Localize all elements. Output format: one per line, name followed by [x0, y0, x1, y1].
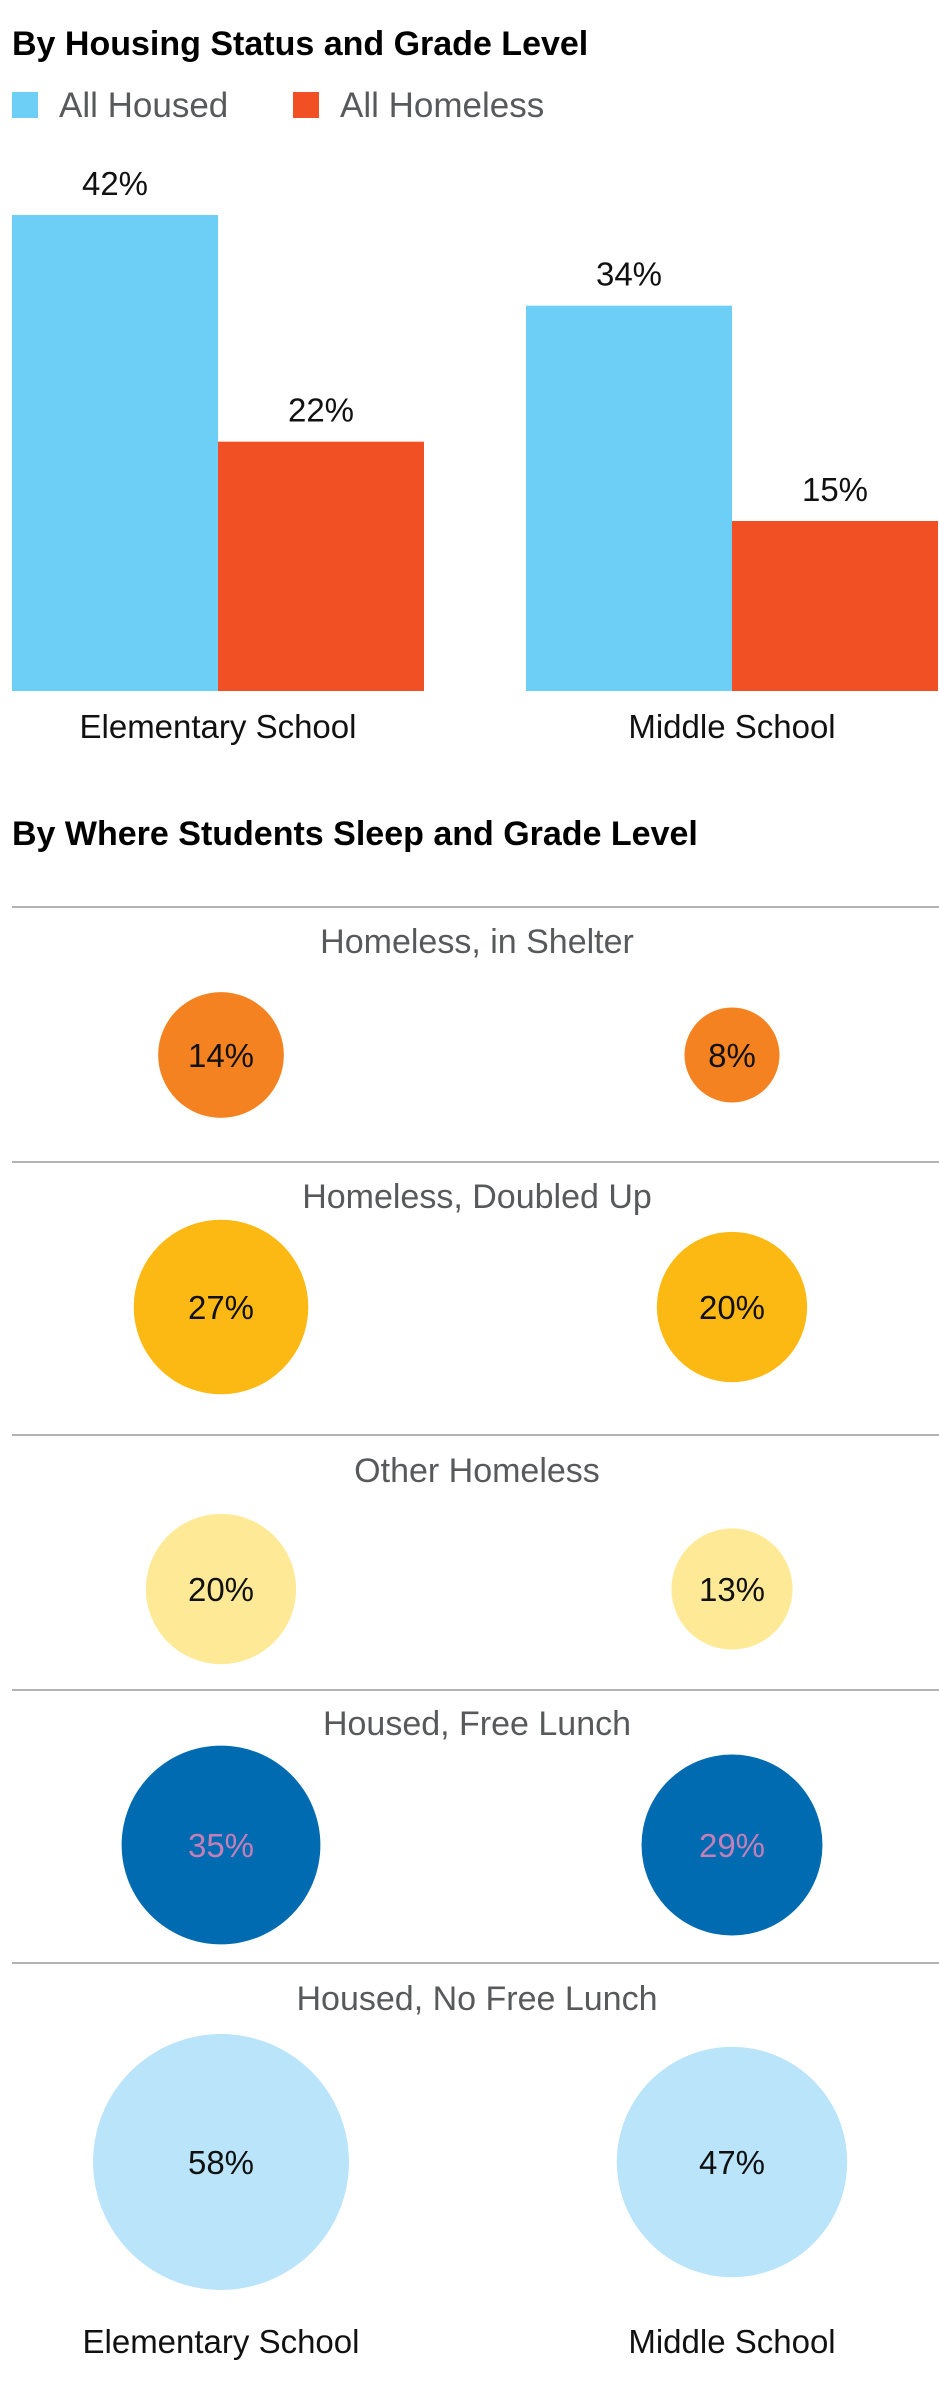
x-tick-label-elementary-school: Elementary School [80, 708, 357, 745]
bar-all-homeless-middle-school [732, 521, 938, 691]
bar-chart-title: By Housing Status and Grade Level [12, 25, 588, 63]
bubble-housed-no-free-lunch-middle-school [616, 2046, 848, 2278]
bubble-value-label: 29% [699, 1827, 765, 1864]
bubble-housed-free-lunch-elementary-school [121, 1745, 321, 1945]
bubble-housed-free-lunch-middle-school [641, 1754, 823, 1936]
bubble-other-homeless-elementary-school [145, 1513, 297, 1665]
bubble-homeless-doubled-up-middle-school [656, 1231, 808, 1383]
bubble-value-label: 14% [188, 1037, 254, 1074]
bar-all-housed-elementary-school [12, 215, 218, 691]
section-title-housed-no-free-lunch: Housed, No Free Lunch [297, 1980, 658, 2018]
bubble-homeless-in-shelter-elementary-school [158, 992, 284, 1118]
bubble-homeless-in-shelter-middle-school [684, 1007, 780, 1103]
bar-value-label: 34% [596, 256, 662, 293]
bubble-value-label: 8% [708, 1037, 756, 1074]
bar-value-label: 22% [288, 392, 354, 429]
legend-swatch-all-homeless [293, 92, 319, 118]
bubble-group: Homeless, in Shelter 14% 8% Homeless, Doubl… [12, 906, 939, 2360]
legend-swatch-all-housed [12, 92, 38, 118]
section-title-housed-free-lunch: Housed, Free Lunch [323, 1705, 631, 1743]
legend-label-all-homeless: All Homeless [340, 86, 544, 125]
legend-label-all-housed: All Housed [59, 86, 228, 125]
bubble-value-label: 27% [188, 1289, 254, 1326]
bubble-value-label: 20% [699, 1289, 765, 1326]
section-title-homeless-doubled-up: Homeless, Doubled Up [302, 1178, 652, 1216]
bar-value-label: 42% [82, 165, 148, 202]
section-title-other-homeless: Other Homeless [354, 1452, 600, 1490]
bubble-category-label-elementary-school: Elementary School [83, 2323, 360, 2360]
bubble-value-label: 20% [188, 1571, 254, 1608]
bubble-category-label-middle-school: Middle School [628, 2323, 835, 2360]
bubble-value-label: 35% [188, 1827, 254, 1864]
bar-group: 42% 22% Elementary School 34% 15% Middle Scho… [12, 165, 938, 745]
bubble-value-label: 13% [699, 1571, 765, 1608]
bar-value-label: 15% [802, 471, 868, 508]
legend: All Housed All Homeless [12, 86, 544, 125]
section-title-homeless-in-shelter: Homeless, in Shelter [320, 923, 634, 961]
bubble-housed-no-free-lunch-elementary-school [93, 2034, 349, 2290]
x-tick-label-middle-school: Middle School [628, 708, 835, 745]
bar-all-housed-middle-school [526, 305, 732, 691]
bubble-homeless-doubled-up-elementary-school [133, 1219, 309, 1395]
bubble-value-label: 47% [699, 2144, 765, 2181]
bar-all-homeless-elementary-school [218, 441, 424, 691]
bubble-other-homeless-middle-school [671, 1528, 793, 1650]
bubble-value-label: 58% [188, 2144, 254, 2181]
bubble-chart-title: By Where Students Sleep and Grade Level [12, 815, 698, 853]
